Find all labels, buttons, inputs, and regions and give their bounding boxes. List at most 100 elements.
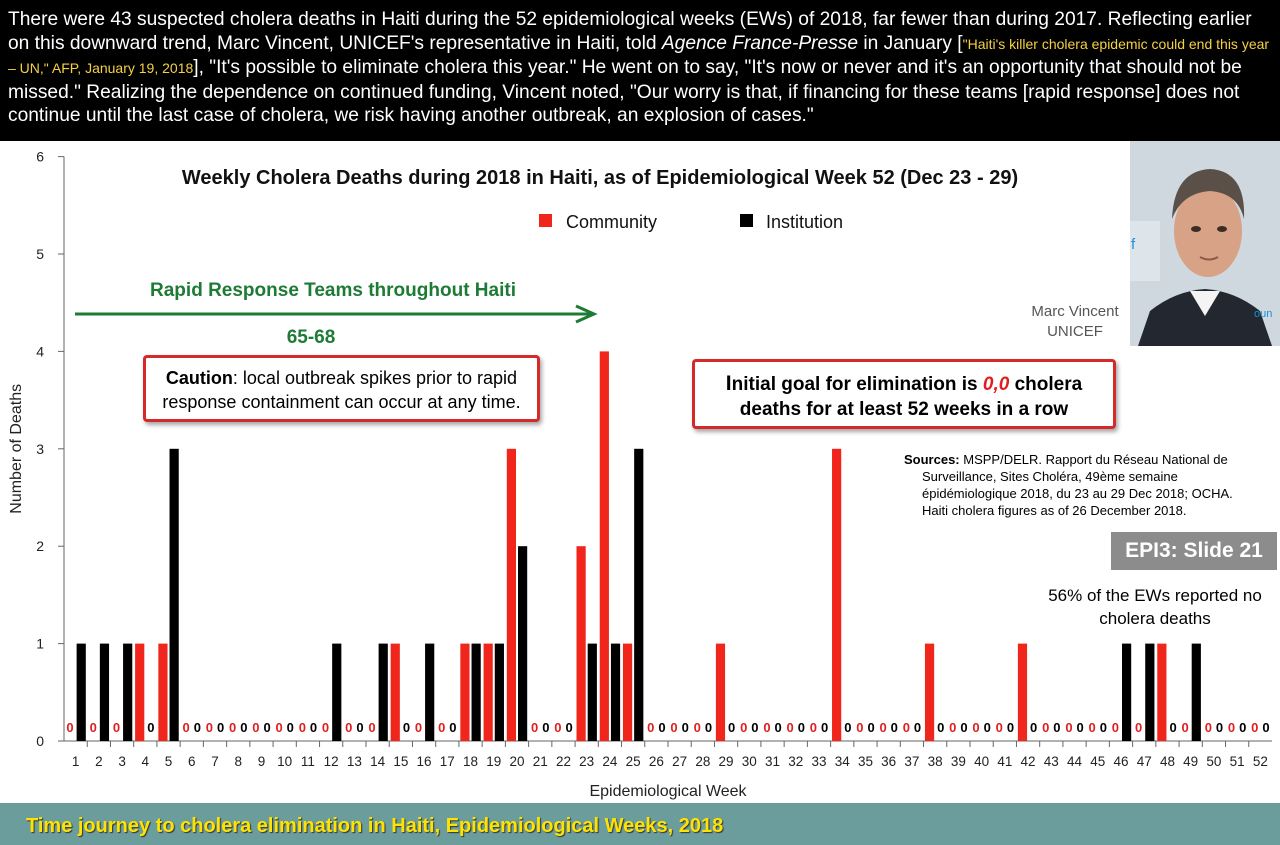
x-tick-label: 13	[347, 754, 362, 769]
y-tick-label: 2	[36, 538, 44, 554]
x-tick-label: 10	[277, 754, 292, 769]
bar-community-week-25	[622, 643, 633, 741]
zero-label-institution-week-33: 0	[821, 720, 828, 735]
x-tick-label: 5	[165, 754, 173, 769]
zero-label-community-week-13: 0	[345, 720, 352, 735]
x-tick-label: 23	[579, 754, 594, 769]
x-tick-label: 18	[463, 754, 478, 769]
no-deaths-percentage-note: 56% of the EWs reported no cholera death…	[1048, 586, 1262, 628]
zero-label-institution-week-38: 0	[937, 720, 944, 735]
marc-vincent-photo: f oun	[1130, 141, 1280, 346]
x-tick-label: 4	[142, 754, 150, 769]
zero-label-community-week-32: 0	[787, 720, 794, 735]
photo-caption-name: Marc Vincent	[1031, 303, 1119, 320]
x-tick-label: 52	[1253, 754, 1268, 769]
zero-label-community-week-50: 0	[1205, 720, 1212, 735]
zero-label-community-week-9: 0	[252, 720, 259, 735]
bar-community-week-4	[135, 643, 145, 741]
y-tick-label: 5	[36, 246, 44, 262]
zero-label-institution-week-26: 0	[658, 720, 665, 735]
photo-caption: Marc Vincent UNICEF	[1010, 302, 1140, 342]
zero-label-institution-week-36: 0	[891, 720, 898, 735]
footer-title: Time journey to cholera elimination in H…	[26, 815, 724, 837]
zero-label-community-week-3: 0	[113, 720, 120, 735]
banner-text-2: in January [	[858, 32, 963, 54]
zero-label-institution-week-35: 0	[867, 720, 874, 735]
zero-label-community-week-12: 0	[322, 720, 329, 735]
bar-community-week-29	[715, 643, 726, 741]
goal-zero-1: 0	[982, 374, 994, 395]
zero-label-institution-week-7: 0	[217, 720, 224, 735]
legend-swatch-institution	[740, 214, 753, 227]
zero-label-community-week-31: 0	[763, 720, 770, 735]
x-tick-label: 30	[742, 754, 757, 769]
x-tick-label: 19	[486, 754, 501, 769]
zero-label-community-week-40: 0	[972, 720, 979, 735]
y-axis-label: Number of Deaths	[8, 384, 25, 514]
zero-label-community-week-39: 0	[949, 720, 956, 735]
zero-label-institution-week-6: 0	[194, 720, 201, 735]
x-tick-label: 17	[440, 754, 455, 769]
legend-label-community: Community	[566, 212, 657, 232]
zero-label-community-week-16: 0	[415, 720, 422, 735]
zero-label-institution-week-11: 0	[310, 720, 317, 735]
slide-badge: EPI3: Slide 21	[1111, 532, 1277, 570]
goal-zero-2: 0	[998, 374, 1010, 395]
y-tick-label: 4	[36, 343, 44, 359]
legend-label-institution: Institution	[766, 212, 843, 232]
caution-text: : local outbreak spikes prior to rapid r…	[162, 368, 521, 412]
zero-label-community-week-17: 0	[438, 720, 445, 735]
logo-fragment-oun: oun	[1254, 308, 1272, 320]
x-tick-label: 29	[719, 754, 734, 769]
banner-text-1: There were 43 suspected cholera deaths i…	[8, 9, 1252, 54]
goal-comma: ,	[993, 374, 999, 395]
x-tick-label: 39	[951, 754, 966, 769]
elimination-goal-box: Initial goal for elimination is 0,0 chol…	[692, 359, 1116, 429]
x-tick-label: 40	[974, 754, 989, 769]
x-tick-label: 38	[928, 754, 943, 769]
zero-label-community-week-49: 0	[1181, 720, 1188, 735]
goal-first-letter: I	[725, 372, 732, 395]
zero-label-institution-week-45: 0	[1100, 720, 1107, 735]
banner-citation: "Haiti's killer cholera epidemic could e…	[8, 35, 1270, 77]
x-tick-label: 47	[1137, 754, 1152, 769]
x-tick-label: 32	[788, 754, 803, 769]
bar-community-week-24	[599, 351, 609, 741]
zero-label-institution-week-42: 0	[1030, 720, 1037, 735]
x-tick-label: 41	[997, 754, 1012, 769]
x-tick-label: 48	[1160, 754, 1175, 769]
arrow-label: Rapid Response Teams throughout Haiti	[150, 280, 516, 301]
zero-label-institution-week-52: 0	[1262, 720, 1269, 735]
zero-label-institution-week-50: 0	[1216, 720, 1223, 735]
zero-label-community-week-10: 0	[275, 720, 282, 735]
bar-community-week-18	[460, 643, 470, 741]
bar-community-week-15	[390, 643, 400, 741]
sources-text: MSPP/DELR. Rapport du Réseau National de…	[922, 452, 1233, 518]
x-tick-label: 27	[672, 754, 687, 769]
x-tick-label: 26	[649, 754, 664, 769]
y-tick-label: 6	[36, 149, 44, 165]
bar-institution-week-25	[634, 448, 644, 741]
zero-label-community-week-6: 0	[183, 720, 190, 735]
zero-label-community-week-44: 0	[1065, 720, 1072, 735]
zero-label-institution-week-21: 0	[542, 720, 549, 735]
x-tick-label: 42	[1021, 754, 1036, 769]
bar-institution-week-47	[1145, 643, 1155, 741]
bar-institution-week-23	[587, 643, 597, 741]
x-tick-label: 1	[72, 754, 80, 769]
zero-label-institution-week-32: 0	[798, 720, 805, 735]
zero-label-community-week-28: 0	[694, 720, 701, 735]
zero-label-institution-week-29: 0	[728, 720, 735, 735]
x-tick-label: 11	[301, 754, 315, 769]
zero-label-institution-week-4: 0	[147, 720, 154, 735]
x-tick-label: 46	[1113, 754, 1128, 769]
x-tick-label: 6	[188, 754, 196, 769]
bar-institution-week-46	[1122, 643, 1132, 741]
legend-swatch-community	[539, 214, 552, 227]
x-tick-label: 34	[835, 754, 851, 769]
sources-note: Sources: MSPP/DELR. Rapport du Réseau Na…	[904, 451, 1244, 519]
bar-institution-week-5	[169, 448, 179, 741]
bar-institution-week-14	[378, 643, 388, 741]
zero-label-community-week-52: 0	[1251, 720, 1258, 735]
